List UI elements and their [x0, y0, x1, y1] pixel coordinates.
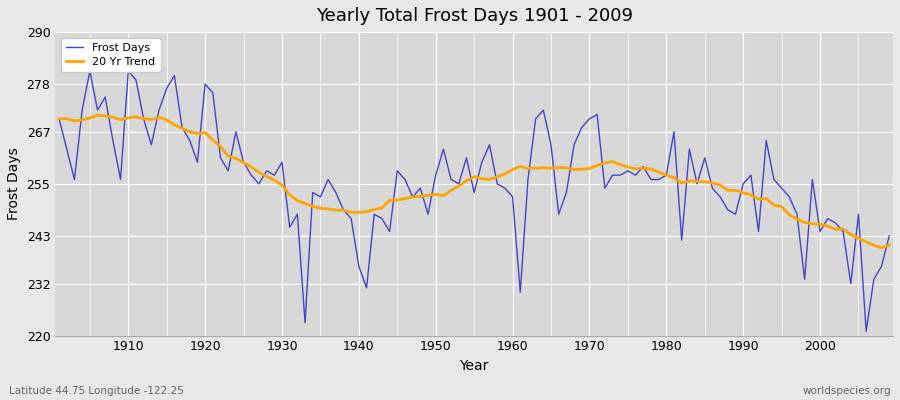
- Title: Yearly Total Frost Days 1901 - 2009: Yearly Total Frost Days 1901 - 2009: [316, 7, 633, 25]
- 20 Yr Trend: [884, 242, 895, 247]
- Frost Days: [338, 208, 349, 212]
- Legend: Frost Days, 20 Yr Trend: Frost Days, 20 Yr Trend: [61, 38, 160, 72]
- Frost Days: [515, 290, 526, 295]
- 20 Yr Trend: [123, 116, 134, 120]
- 20 Yr Trend: [876, 246, 886, 250]
- Frost Days: [292, 212, 302, 217]
- 20 Yr Trend: [54, 116, 65, 121]
- Frost Days: [860, 329, 871, 334]
- Frost Days: [123, 69, 134, 74]
- Frost Days: [54, 116, 65, 121]
- X-axis label: Year: Year: [460, 359, 489, 373]
- Frost Days: [508, 194, 518, 199]
- Frost Days: [884, 234, 895, 238]
- Y-axis label: Frost Days: Frost Days: [7, 148, 21, 220]
- 20 Yr Trend: [515, 164, 526, 169]
- Frost Days: [85, 69, 95, 74]
- Text: Latitude 44.75 Longitude -122.25: Latitude 44.75 Longitude -122.25: [9, 386, 184, 396]
- Text: worldspecies.org: worldspecies.org: [803, 386, 891, 396]
- 20 Yr Trend: [338, 208, 349, 213]
- Line: 20 Yr Trend: 20 Yr Trend: [59, 115, 889, 248]
- Frost Days: [608, 173, 618, 178]
- 20 Yr Trend: [608, 159, 618, 164]
- 20 Yr Trend: [92, 113, 103, 118]
- 20 Yr Trend: [292, 198, 302, 203]
- Line: Frost Days: Frost Days: [59, 71, 889, 331]
- 20 Yr Trend: [508, 167, 518, 172]
